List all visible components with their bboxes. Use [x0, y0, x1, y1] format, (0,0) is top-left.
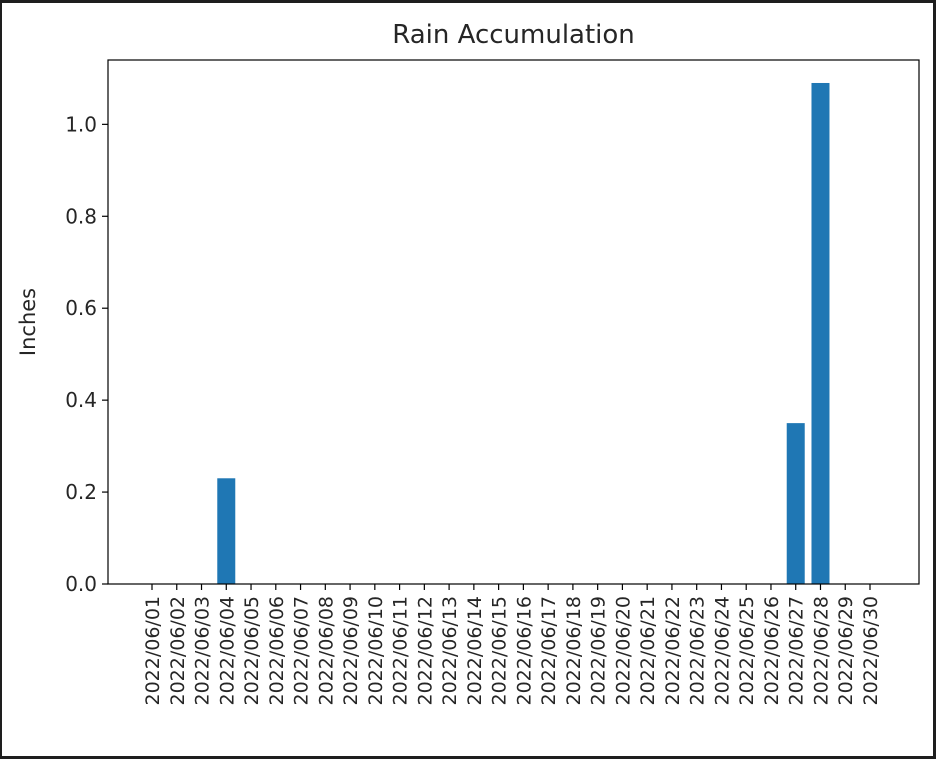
- bar-2022-06-28: [811, 82, 830, 584]
- x-tick-label: 2022/06/18: [563, 596, 585, 706]
- x-tick-label: 2022/06/02: [167, 596, 189, 706]
- y-tick-label: 0.2: [65, 480, 97, 504]
- x-tick-label: 2022/06/20: [612, 596, 634, 706]
- y-axis-label: Inches: [16, 288, 40, 356]
- x-tick-label: 2022/06/14: [464, 596, 486, 706]
- x-tick-label: 2022/06/12: [414, 596, 436, 706]
- plot-area-frame: [107, 59, 920, 585]
- y-tick-label: 0.6: [65, 296, 97, 320]
- y-axis-ticks: 0.0 0.2 0.4 0.6 0.8 1.0: [65, 112, 108, 596]
- y-tick-label: 1.0: [65, 112, 97, 136]
- x-tick-label: 2022/06/09: [340, 596, 362, 706]
- bars-layer: [217, 82, 830, 584]
- x-axis-ticks: 2022/06/01 2022/06/02 2022/06/03 2022/06/04…: [142, 584, 882, 706]
- bar-2022-06-27: [786, 423, 805, 584]
- x-tick-label: 2022/06/27: [786, 596, 808, 706]
- x-tick-label: 2022/06/17: [538, 596, 560, 706]
- x-tick-label: 2022/06/08: [315, 596, 337, 706]
- chart-frame: Rain Accumulation Inches 0.0 0.2 0.4 0.6 0.8…: [2, 3, 933, 756]
- bar-2022-06-04: [217, 478, 236, 584]
- x-tick-label: 2022/06/13: [439, 596, 461, 706]
- x-tick-label: 2022/06/04: [216, 596, 238, 706]
- y-tick-label: 0.8: [65, 204, 97, 228]
- x-tick-label: 2022/06/06: [266, 596, 288, 706]
- x-tick-label: 2022/06/07: [291, 596, 313, 706]
- x-tick-label: 2022/06/26: [761, 596, 783, 706]
- y-tick-label: 0.0: [65, 572, 97, 596]
- x-tick-label: 2022/06/15: [489, 596, 511, 706]
- x-tick-label: 2022/06/19: [588, 596, 610, 706]
- x-tick-label: 2022/06/24: [711, 596, 733, 706]
- x-tick-label: 2022/06/23: [687, 596, 709, 706]
- x-tick-label: 2022/06/01: [142, 596, 164, 706]
- x-tick-label: 2022/06/25: [736, 596, 758, 706]
- x-tick-label: 2022/06/03: [192, 596, 214, 706]
- x-tick-label: 2022/06/22: [662, 596, 684, 706]
- x-tick-label: 2022/06/10: [365, 596, 387, 706]
- bar-chart: Rain Accumulation Inches 0.0 0.2 0.4 0.6 0.8…: [16, 20, 920, 706]
- x-tick-label: 2022/06/11: [390, 596, 412, 706]
- x-tick-label: 2022/06/21: [637, 596, 659, 706]
- x-tick-label: 2022/06/28: [810, 596, 832, 706]
- x-tick-label: 2022/06/30: [860, 596, 882, 706]
- chart-title: Rain Accumulation: [392, 20, 635, 50]
- x-tick-label: 2022/06/29: [835, 596, 857, 706]
- x-tick-label: 2022/06/05: [241, 596, 263, 706]
- y-tick-label: 0.4: [65, 388, 97, 412]
- x-tick-label: 2022/06/16: [513, 596, 535, 706]
